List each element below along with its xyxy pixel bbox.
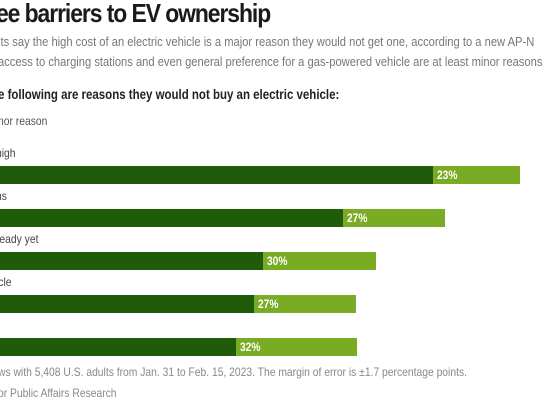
bar-minor-reason (263, 252, 377, 270)
source-line: or Public Affairs Research (0, 386, 117, 400)
category-label: high (0, 146, 16, 160)
bar-major-reason (0, 338, 236, 356)
footnote: ws with 5,408 U.S. adults from Jan. 31 t… (0, 365, 467, 379)
chart-subtitle-line-2: access to charging stations and even gen… (0, 54, 543, 69)
bar-minor-reason (343, 209, 445, 227)
category-label: ready yet (0, 232, 39, 246)
category-label: icle (0, 275, 12, 289)
bar-major-reason (0, 209, 343, 227)
bar-value-label: 23% (437, 168, 458, 182)
bar-minor-reason (236, 338, 357, 356)
chart-title: ee barriers to EV ownership (0, 0, 271, 28)
bar-minor-reason (433, 166, 520, 184)
bar-minor-reason (254, 295, 356, 313)
bar-value-label: 27% (258, 297, 279, 311)
bar-major-reason (0, 166, 433, 184)
bar-value-label: 27% (347, 211, 368, 225)
bar-value-label: 30% (267, 254, 288, 268)
bar-value-label: 32% (240, 340, 261, 354)
bar-major-reason (0, 252, 263, 270)
chart-subtitle-line-1: lts say the high cost of an electric veh… (0, 34, 535, 49)
category-label: ns (0, 189, 7, 203)
chart-question: e following are reasons they would not b… (0, 86, 340, 102)
legend-minor-reason: nor reason (0, 114, 48, 128)
bar-major-reason (0, 295, 254, 313)
